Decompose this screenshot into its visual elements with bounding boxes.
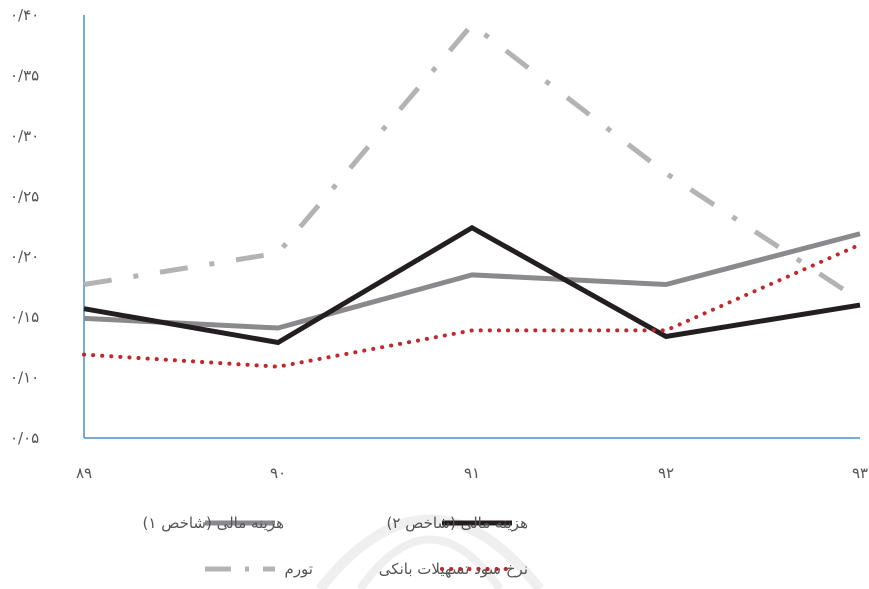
x-tick-label: ۹۳ [852, 464, 868, 482]
x-tick-label: ۹۱ [464, 464, 480, 482]
legend-label: نرخ سود تسهیلات بانکی [379, 560, 528, 578]
y-tick-label: ۰/۱۰ [10, 369, 39, 387]
series-line [83, 231, 861, 331]
y-tick-label: ۰/۲۰ [10, 248, 39, 266]
x-axis-ticks: ۸۹ ۹۰ ۹۱ ۹۲ ۹۳ [76, 464, 868, 482]
y-tick-label: ۰/۱۵ [10, 308, 39, 326]
y-tick-label: ۰/۰۵ [10, 429, 39, 447]
series-line [83, 21, 862, 303]
x-tick-label: ۹۰ [270, 464, 286, 482]
x-tick-label: ۸۹ [76, 464, 92, 482]
y-tick-label: ۰/۴۰ [10, 6, 39, 24]
legend: هزینه مالی (شاخص ۱) هزینه مالی (شاخص ۲) تو… [143, 514, 529, 578]
y-tick-label: ۰/۲۵ [10, 187, 39, 205]
series-lines [82, 21, 862, 369]
series-line [82, 242, 862, 369]
legend-label: تورم [285, 560, 313, 578]
legend-label: هزینه مالی (شاخص ۲) [387, 514, 529, 532]
series-line [83, 224, 861, 346]
y-tick-label: ۰/۳۵ [10, 66, 39, 84]
y-tick-label: ۰/۳۰ [10, 127, 39, 145]
legend-label: هزینه مالی (شاخص ۱) [143, 514, 285, 532]
y-axis-ticks: ۰/۰۵ ۰/۱۰ ۰/۱۵ ۰/۲۰ ۰/۲۵ ۰/۳۰ ۰/۳۵ ۰/۴۰ [10, 6, 39, 447]
x-tick-label: ۹۲ [658, 464, 674, 482]
